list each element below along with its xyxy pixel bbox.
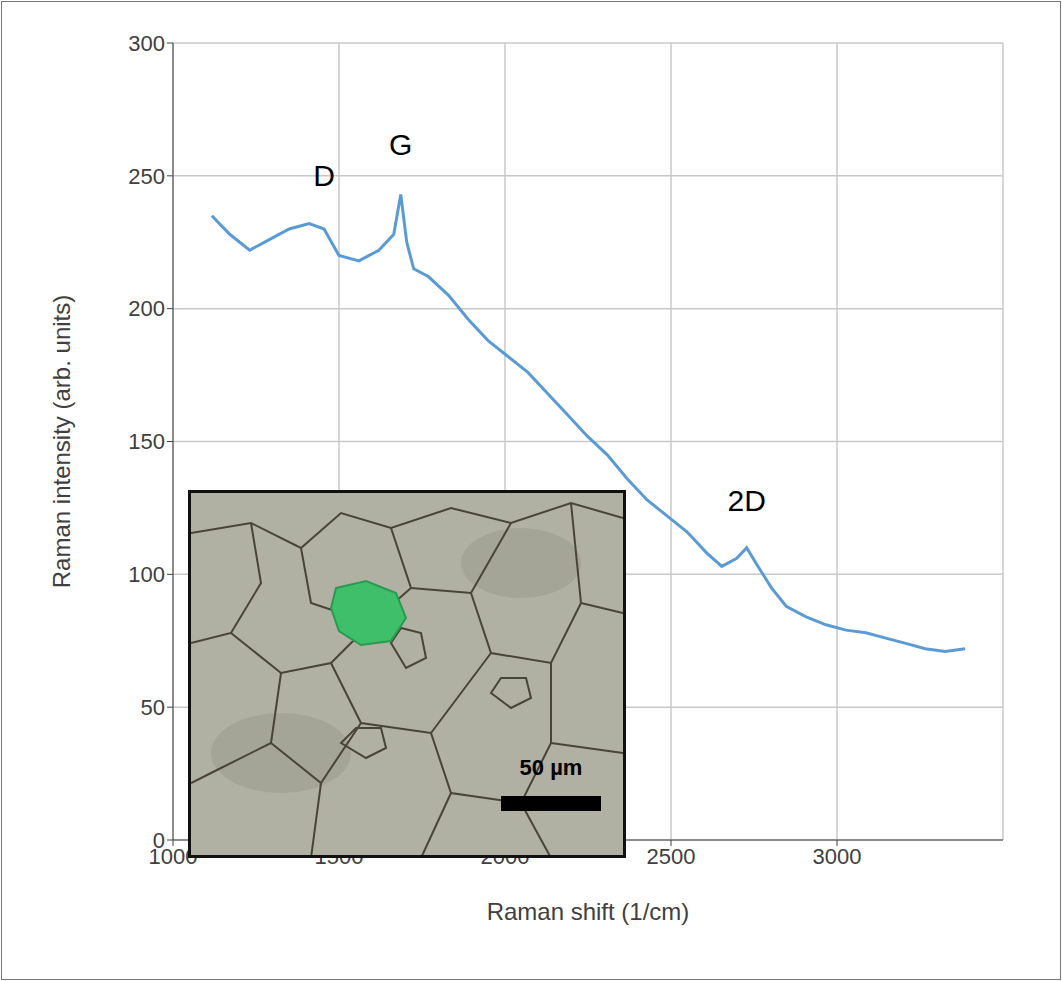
svg-text:100: 100 [128,562,165,587]
svg-text:D: D [313,159,335,192]
svg-text:250: 250 [128,164,165,189]
svg-text:1000: 1000 [148,843,198,869]
svg-text:G: G [389,128,412,161]
svg-text:Raman intensity (arb. units): Raman intensity (arb. units) [48,295,75,588]
svg-text:2500: 2500 [647,844,696,869]
svg-text:150: 150 [128,429,165,454]
svg-text:3000: 3000 [813,844,862,869]
svg-text:200: 200 [128,296,165,321]
svg-text:Raman shift (1/cm): Raman shift (1/cm) [487,898,690,925]
svg-text:50: 50 [141,695,165,720]
svg-text:300: 300 [128,31,165,56]
html-text:50 µm: 50 µm [519,755,583,780]
svg-text:2D: 2D [728,484,766,517]
svg-text:0: 0 [153,828,165,853]
